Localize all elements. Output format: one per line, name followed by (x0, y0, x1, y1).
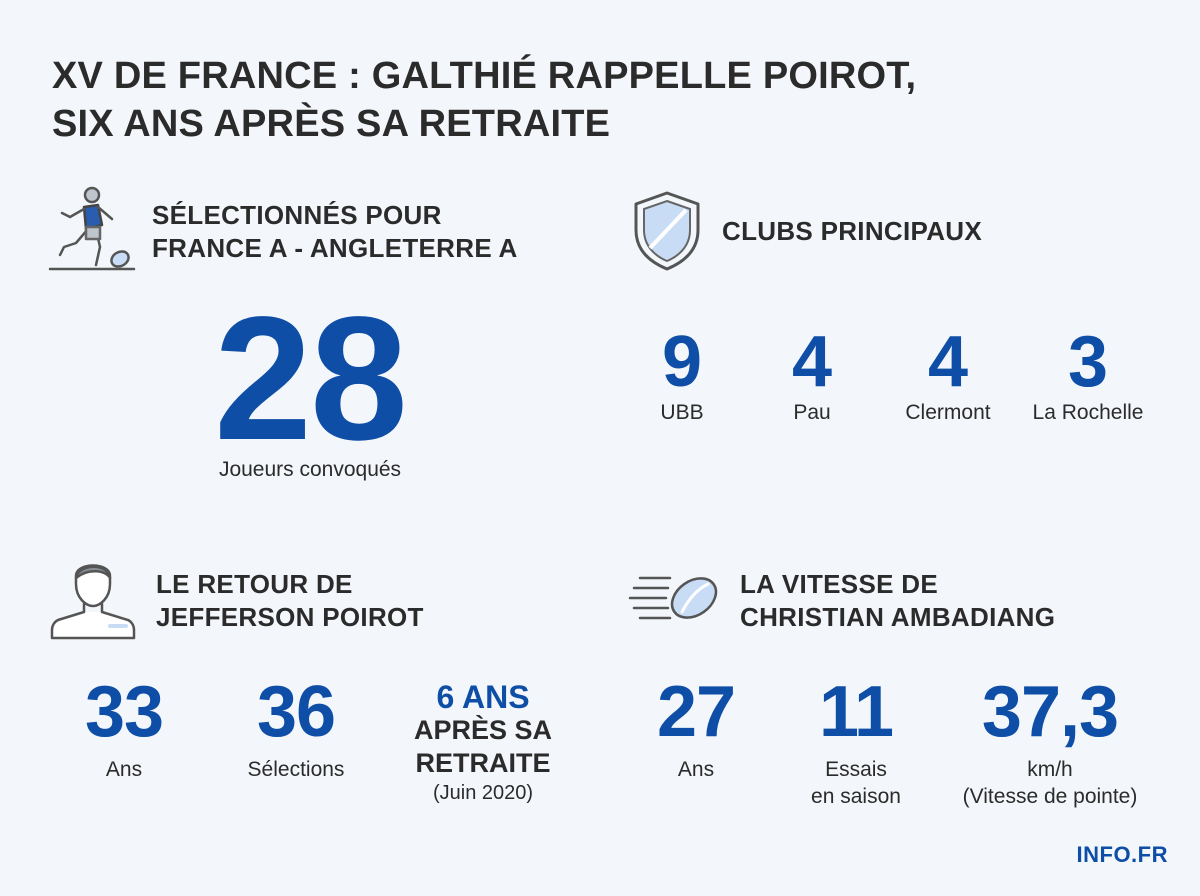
poirot-age-label: Ans (105, 758, 143, 781)
poirot-heading-line-1: LE RETOUR DE (156, 569, 353, 599)
page-title-line-2: SIX ANS APRÈS SA RETRAITE (52, 103, 611, 145)
ambadiang-heading-line-1: LA VITESSE DE (740, 569, 938, 599)
selection-heading: SÉLECTIONNÉS POUR FRANCE A - ANGLETERRE … (152, 199, 518, 265)
clubs-heading: CLUBS PRINCIPAUX (722, 215, 982, 248)
poirot-age-value: 33 (84, 672, 164, 752)
selection-heading-line-2: FRANCE A - ANGLETERRE A (152, 233, 518, 263)
selection-label: Joueurs convoqués (218, 458, 402, 481)
ambadiang-speed-value: 37,3 (981, 672, 1119, 752)
club-value: 4 (927, 322, 969, 402)
poirot-caps-label: Sélections (247, 758, 345, 781)
speeding-ball-icon (628, 576, 718, 620)
poirot-heading-line-2: JEFFERSON POIROT (156, 602, 424, 632)
page-title: XV DE FRANCE : GALTHIÉ RAPPELLE POIROT, … (52, 52, 916, 148)
club-name: UBB (660, 401, 704, 424)
retraite-text-1: APRÈS SA (413, 715, 553, 745)
page-title-line-1: XV DE FRANCE : GALTHIÉ RAPPELLE POIROT, (52, 55, 917, 97)
club-name: La Rochelle (1032, 401, 1144, 424)
tries-label-line-1: Essais (825, 758, 887, 781)
ambadiang-speed-label: km/h (Vitesse de pointe) (930, 756, 1170, 810)
player-bust-icon (50, 564, 136, 640)
poirot-heading: LE RETOUR DE JEFFERSON POIROT (156, 568, 424, 634)
ambadiang-tries-value: 11 (818, 672, 894, 752)
ambadiang-heading-line-2: CHRISTIAN AMBADIANG (740, 602, 1056, 632)
club-value: 3 (1067, 322, 1109, 402)
club-value: 4 (791, 322, 833, 402)
club-name: Pau (793, 401, 831, 424)
poirot-retraite: 6 ANS APRÈS SA RETRAITE (Juin 2020) (398, 680, 568, 806)
rugby-player-icon (48, 186, 136, 271)
shield-icon (634, 191, 700, 271)
clubs-heading-text: CLUBS PRINCIPAUX (722, 216, 983, 246)
selection-heading-line-1: SÉLECTIONNÉS POUR (152, 200, 442, 230)
speed-label-line-1: km/h (1027, 758, 1073, 781)
ambadiang-heading: LA VITESSE DE CHRISTIAN AMBADIANG (740, 568, 1055, 634)
brand-logo: INFO.FR (1076, 842, 1168, 867)
club-value: 9 (661, 322, 703, 402)
ambadiang-age-value: 27 (656, 672, 736, 752)
speed-label-line-2: (Vitesse de pointe) (962, 785, 1138, 808)
poirot-caps-value: 36 (256, 672, 336, 752)
retraite-years: 6 ANS (436, 679, 530, 715)
retraite-text-2: RETRAITE (415, 748, 551, 778)
retraite-date: (Juin 2020) (432, 782, 534, 804)
tries-label-line-2: en saison (811, 785, 901, 808)
selection-value: 28 (214, 281, 408, 477)
club-name: Clermont (905, 401, 991, 424)
ambadiang-tries-label: Essais en saison (776, 756, 936, 810)
ambadiang-age-label: Ans (677, 758, 715, 781)
